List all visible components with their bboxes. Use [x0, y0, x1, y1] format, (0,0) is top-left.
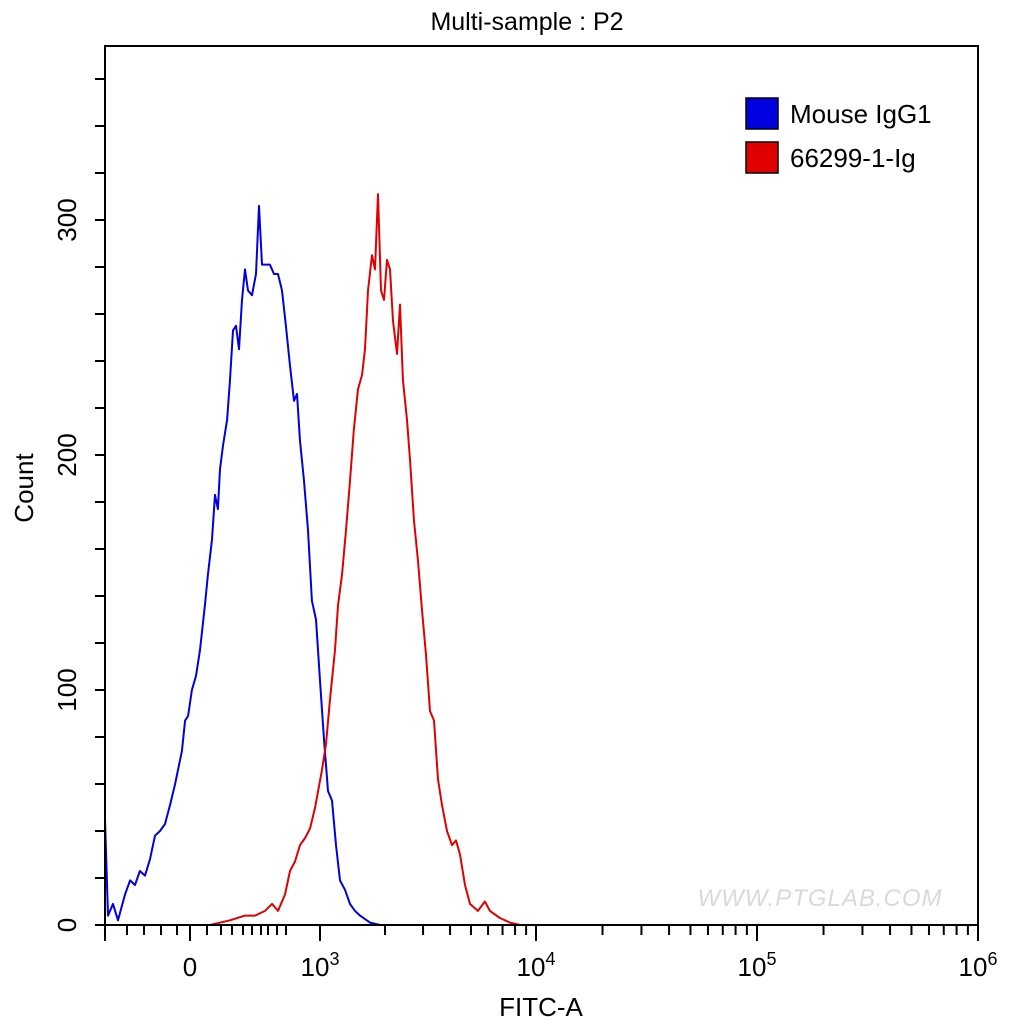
legend-label: Mouse IgG1: [790, 99, 932, 129]
y-axis-label: Count: [9, 453, 39, 523]
histogram-curves: [104, 193, 521, 926]
y-tick-label: 200: [52, 433, 82, 476]
x-tick-label: 105: [738, 949, 777, 982]
series-line-mouse-igg1: [104, 204, 430, 926]
y-tick-label: 0: [52, 918, 82, 932]
legend-swatch: [745, 97, 779, 130]
x-tick-label: 106: [959, 949, 998, 982]
x-axis: 0 103 104 105 106: [104, 925, 998, 982]
x-tick-label: 103: [301, 949, 340, 982]
x-tick-label: 0: [183, 952, 197, 982]
legend-label: 66299-1-Ig: [790, 143, 916, 173]
y-tick-label: 100: [52, 668, 82, 711]
x-tick-label: 104: [517, 949, 556, 982]
plot-frame: [104, 45, 979, 926]
y-tick-label: 300: [52, 198, 82, 241]
legend: Mouse IgG1 66299-1-Ig: [745, 97, 932, 174]
watermark: WWW.PTGLAB.COM: [697, 885, 942, 912]
y-axis: 0 100 200 300: [52, 78, 105, 932]
chart-title: Multi-sample : P2: [430, 8, 623, 36]
legend-swatch: [745, 141, 779, 174]
series-line-66299-1-ig: [190, 193, 521, 926]
x-axis-label: FITC-A: [499, 992, 583, 1022]
